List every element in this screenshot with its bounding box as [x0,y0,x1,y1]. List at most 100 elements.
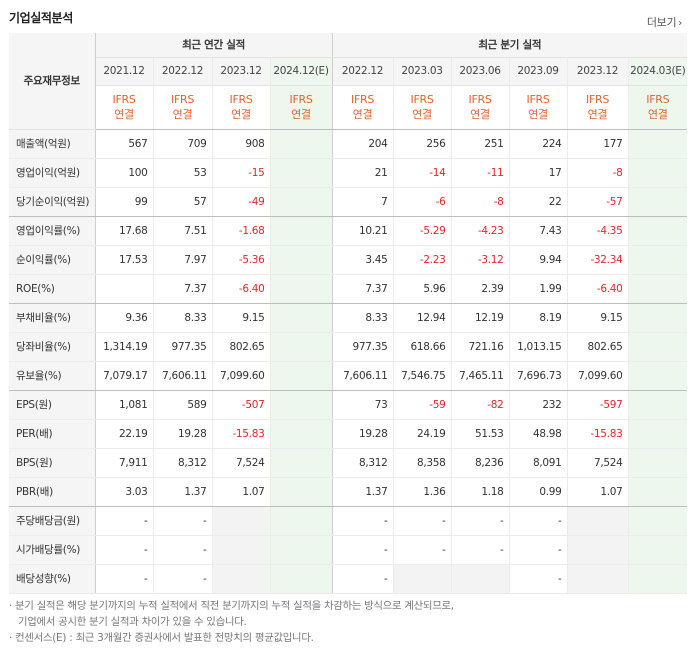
table-cell: 1,314.19 [95,332,154,362]
period-annual: 2021.12 [95,57,154,86]
table-cell: - [509,535,568,565]
table-cell: 7,099.60 [212,361,271,391]
table-cell: 567 [95,129,154,159]
table-cell [270,448,333,478]
table-cell: 7,606.11 [153,361,213,391]
table-cell: 1,013.15 [509,332,568,362]
table-cell: -597 [567,390,629,420]
basis-scope: 연결 [352,108,373,121]
table-cell: - [451,535,510,565]
table-cell [393,564,452,594]
table-cell [95,274,154,304]
table-cell: -8 [451,187,510,217]
table-cell: 7,911 [95,448,154,478]
basis-scope: 연결 [231,108,251,121]
table-cell: - [393,535,452,565]
table-cell: 9.36 [95,303,154,333]
table-cell [567,506,629,536]
basis-standard: IFRS [229,93,253,106]
table-cell: 9.15 [212,303,271,333]
basis-cell: IFRS 연결 [332,85,394,130]
row-label: 주당배당금(원) [9,506,96,536]
table-row: 영업이익률(%) 17.68 7.51 -1.68 10.21 -5.29 -4.23 7.4… [9,216,687,246]
table-row: 영업이익(억원) 100 53 -15 21 -14 -11 17 -8 [9,158,687,188]
table-cell [270,332,333,362]
basis-scope: 연결 [587,108,608,121]
group-annual: 최근 연간 실적 [95,33,333,58]
table-row: EPS(원) 1,081 589 -507 73 -59 -82 232 -597 [9,390,687,420]
table-cell: -57 [567,187,629,217]
table-cell: 177 [567,129,629,159]
table-row: ROE(%) 7.37 -6.40 7.37 5.96 2.39 1.99 -6.40 [9,274,687,304]
table-cell: 1.07 [567,477,629,507]
table-cell: -14 [393,158,452,188]
basis-standard: IFRS [171,93,194,106]
table-cell: 3.45 [332,245,394,275]
table-cell: -2.23 [393,245,452,275]
row-label: 유보율(%) [9,361,96,391]
table-cell: 224 [509,129,568,159]
table-cell: 22 [509,187,568,217]
table-cell: 17 [509,158,568,188]
table-cell [628,216,687,246]
table-cell: 9.15 [567,303,629,333]
table-cell [567,535,629,565]
table-cell: 22.19 [95,419,154,449]
basis-standard: IFRS [526,93,550,106]
table-cell [628,535,687,565]
table-cell: 12.19 [451,303,510,333]
header-group-row: 주요재무정보 최근 연간 실적 최근 분기 실적 [9,33,687,130]
table-cell: 256 [393,129,452,159]
section-title: 기업실적분석 [9,11,73,25]
table-cell: 1.36 [393,477,452,507]
footnote-quarterly-cont: 기업에서 공시한 분기 실적과 차이가 있을 수 있습니다. [18,616,247,628]
footnote-quarterly: · 분기 실적은 해당 분기까지의 누적 실적에서 직전 분기까지의 누적 실적… [9,600,454,612]
more-label[interactable]: 더보기 [646,16,677,29]
table-cell: 5.96 [393,274,452,304]
table-cell: - [451,506,510,536]
period-quarterly: 2023.12 [567,57,629,86]
row-label: 부채비율(%) [9,303,96,333]
table-cell: 7.51 [153,216,213,246]
table-cell [628,390,687,420]
table-cell [628,361,687,391]
basis-cell: IFRS 연결 [153,85,213,130]
table-cell: - [509,564,568,594]
table-cell [628,419,687,449]
table-cell [270,506,333,536]
table-cell: 7,546.75 [393,361,452,391]
table-row: 주당배당금(원) - - - - - - [9,506,687,536]
table-cell: 21 [332,158,394,188]
row-label: 배당성향(%) [9,564,96,594]
table-cell: 9.94 [509,245,568,275]
table-cell [270,564,333,594]
table-cell: 232 [509,390,568,420]
table-cell: 3.03 [95,477,154,507]
chevron-right-icon: › [678,18,682,29]
table-cell: - [332,535,394,565]
row-label: PBR(배) [9,477,96,507]
table-cell [270,361,333,391]
more-link[interactable]: 더보기 › [647,14,682,30]
period-annual: 2022.12 [153,57,213,86]
period-annual: 2024.12(E) [270,57,333,86]
table-cell [628,187,687,217]
table-cell [628,506,687,536]
table-cell: -8 [567,158,629,188]
table-row: 부채비율(%) 9.36 8.33 9.15 8.33 12.94 12.19 8.19 9.1… [9,303,687,333]
table-cell: - [332,564,394,594]
basis-scope: 연결 [528,108,548,121]
table-cell: 10.21 [332,216,394,246]
corner-label: 주요재무정보 [9,33,96,130]
row-label: 당기순이익(억원) [9,187,96,217]
row-label: EPS(원) [9,390,96,420]
table-cell: 7 [332,187,394,217]
period-quarterly: 2023.03 [393,57,452,86]
table-cell: -6.40 [212,274,271,304]
table-cell: 19.28 [332,419,394,449]
table-cell: 73 [332,390,394,420]
basis-scope: 연결 [172,108,193,121]
table-cell: 2.39 [451,274,510,304]
table-cell: -5.29 [393,216,452,246]
row-label: 순이익률(%) [9,245,96,275]
